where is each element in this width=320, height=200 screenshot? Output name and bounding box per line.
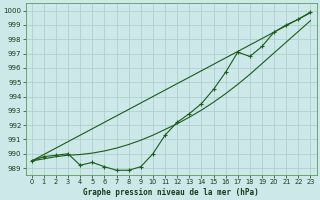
X-axis label: Graphe pression niveau de la mer (hPa): Graphe pression niveau de la mer (hPa) [83,188,259,197]
